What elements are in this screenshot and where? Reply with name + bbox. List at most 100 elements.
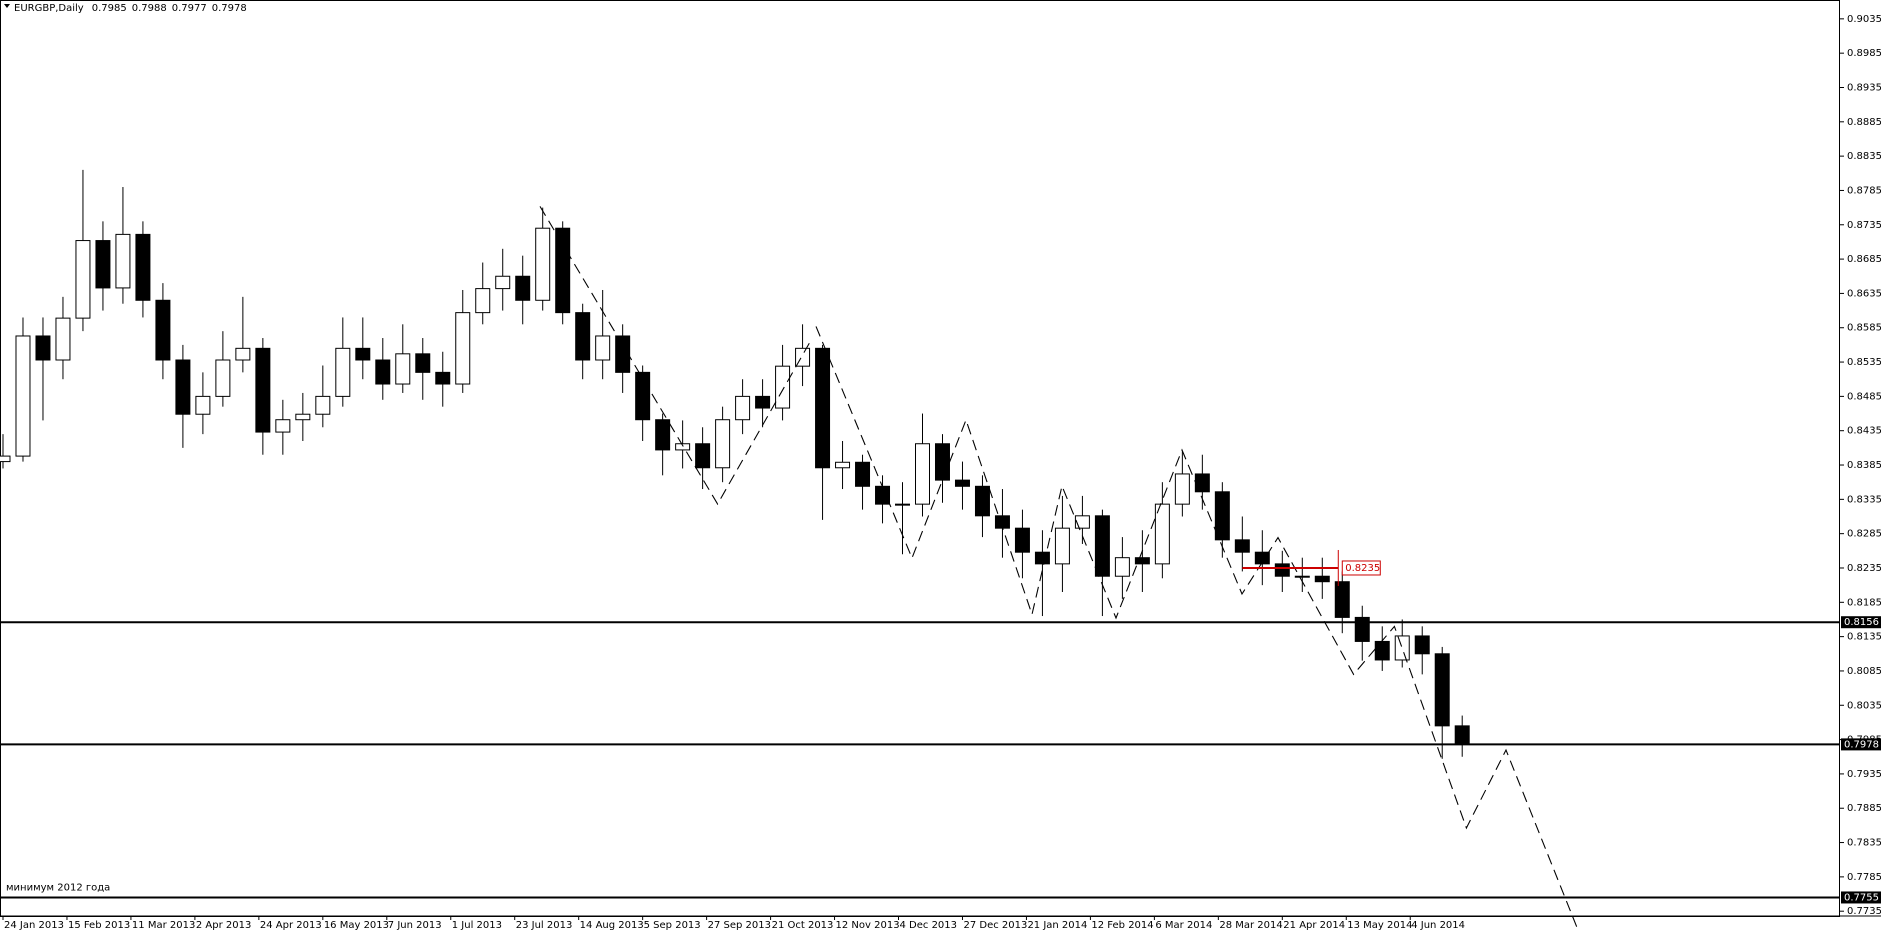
candle-body	[215, 359, 231, 397]
y-tick-label: 0.8485	[1847, 391, 1881, 402]
candle-body	[815, 347, 831, 469]
candle-body	[15, 335, 31, 457]
x-tick-label: 11 Mar 2013	[132, 920, 195, 931]
candle-body	[1214, 491, 1230, 541]
header-ohlc: 0.7985 0.7988 0.7977 0.7978	[92, 3, 247, 14]
candle-body	[915, 443, 930, 505]
candle-body	[1154, 503, 1170, 565]
x-tick-label: 21 Apr 2014	[1283, 920, 1345, 931]
candle-body	[455, 312, 471, 385]
y-tick-label: 0.8585	[1847, 323, 1881, 334]
candle-body	[1054, 527, 1070, 565]
y-tick-label: 0.8885	[1847, 117, 1881, 128]
red-level-label: 0.8235	[1345, 563, 1380, 574]
candle-body	[175, 359, 191, 415]
x-tick-label: 6 Mar 2014	[1155, 920, 1212, 931]
y-tick-label: 0.8735	[1847, 220, 1881, 231]
x-tick-label: 4 Dec 2013	[900, 920, 958, 931]
x-tick-label: 12 Feb 2014	[1091, 920, 1153, 931]
candle-body	[255, 347, 271, 433]
y-tick-label: 0.9035	[1847, 14, 1881, 25]
candle-body	[315, 395, 331, 415]
annotation: минимум 2012 года	[6, 882, 110, 893]
x-tick-label: 4 Jun 2014	[1411, 920, 1465, 931]
x-tick-label: 21 Jan 2014	[1027, 920, 1087, 931]
y-tick-label: 0.8335	[1847, 494, 1881, 505]
candle-body	[635, 371, 651, 421]
candle-body	[615, 335, 631, 373]
y-tick-label: 0.7785	[1847, 872, 1881, 883]
candle-body	[135, 233, 151, 301]
candle-body	[1334, 581, 1350, 618]
x-tick-label: 5 Sep 2013	[644, 920, 701, 931]
candle-body	[1174, 473, 1190, 505]
y-tick-label: 0.8785	[1847, 185, 1881, 196]
candle-body	[55, 317, 71, 361]
y-tick-label: 0.8535	[1847, 357, 1881, 368]
candle-body	[1234, 539, 1250, 553]
candle-body	[435, 371, 451, 385]
candle-body	[475, 288, 491, 314]
level-label: 0.8156	[1844, 617, 1879, 628]
candle-body	[1194, 473, 1210, 493]
menu-arrow[interactable]	[4, 4, 10, 8]
candle-body	[1254, 551, 1270, 565]
y-tick-label: 0.8185	[1847, 597, 1881, 608]
candle-body	[1454, 725, 1470, 745]
candle-body	[195, 395, 211, 415]
red-level-box	[1341, 560, 1381, 576]
y-tick-label: 0.8035	[1847, 700, 1881, 711]
level-label: 0.7755	[1844, 892, 1879, 903]
candle-body	[1034, 551, 1050, 565]
y-tick-label: 0.8835	[1847, 151, 1881, 162]
candle-body	[875, 485, 891, 505]
candle-body	[75, 240, 91, 319]
candle-body	[355, 347, 371, 361]
y-tick-label: 0.8985	[1847, 48, 1881, 59]
candle-body	[675, 443, 691, 451]
candle-body	[115, 233, 131, 289]
candle-body	[1074, 515, 1090, 529]
y-tick-label: 0.8635	[1847, 288, 1881, 299]
x-tick-label: 24 Jan 2013	[4, 920, 64, 931]
header-value: 0.7988	[132, 3, 167, 14]
candle-body	[895, 503, 911, 506]
x-tick-label: 27 Sep 2013	[708, 920, 771, 931]
candle-body	[1354, 616, 1370, 642]
x-tick-label: 24 Apr 2013	[260, 920, 322, 931]
y-tick-label: 0.8435	[1847, 426, 1881, 437]
candle-body	[1434, 653, 1450, 727]
y-tick-label: 0.8385	[1847, 460, 1881, 471]
candle-body	[1094, 515, 1110, 577]
candle-body	[595, 335, 611, 361]
candle-body	[695, 443, 711, 469]
x-tick-label: 13 May 2014	[1347, 920, 1412, 931]
level-label: 0.7978	[1844, 739, 1879, 750]
candle-body	[555, 227, 571, 314]
x-tick-label: 14 Aug 2013	[580, 920, 644, 931]
y-tick-label: 0.7835	[1847, 838, 1881, 849]
candle-body	[375, 359, 391, 385]
x-tick-label: 7 Jun 2013	[388, 920, 442, 931]
candle-body	[95, 240, 111, 289]
candle-body	[775, 365, 791, 409]
x-tick-label: 16 May 2013	[324, 920, 389, 931]
candle-body	[155, 299, 171, 361]
y-tick-label: 0.8935	[1847, 82, 1881, 93]
zigzag-line	[539, 206, 811, 506]
candle-body	[735, 395, 751, 421]
candle-body	[1374, 640, 1390, 661]
header-value: 0.7985	[92, 3, 127, 14]
x-tick-label: 27 Dec 2013	[963, 920, 1027, 931]
candle-body	[1114, 557, 1130, 577]
candle-body	[1134, 557, 1150, 565]
candle-body	[715, 419, 731, 469]
candle-body	[0, 455, 11, 463]
candle-body	[295, 413, 311, 421]
candle-body	[335, 347, 351, 397]
level-label-box	[1841, 891, 1881, 904]
x-tick-label: 21 Oct 2013	[772, 920, 834, 931]
y-tick-label: 0.8235	[1847, 563, 1881, 574]
